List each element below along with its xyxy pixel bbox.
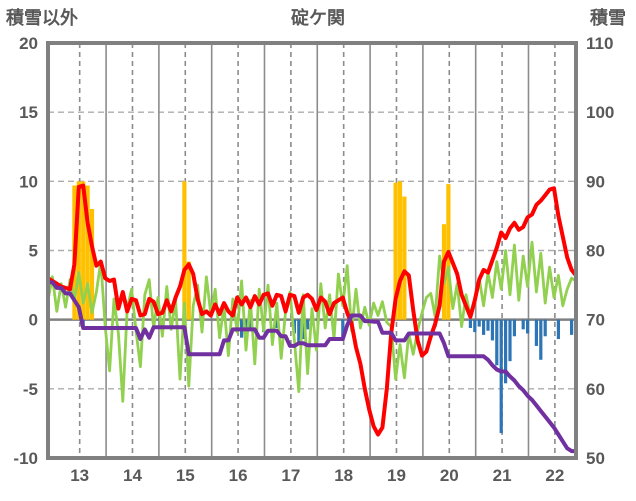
right-axis-tick: 80 [586, 242, 605, 261]
right-axis-tick: 90 [586, 172, 605, 191]
blue-bars-bar [297, 319, 301, 345]
left-axis-tick: 15 [19, 103, 38, 122]
blue-bars-bar [306, 319, 310, 330]
blue-bars-bar [521, 319, 525, 330]
right-axis-tick: 60 [586, 380, 605, 399]
blue-bars-bar [482, 319, 486, 335]
right-axis-tick: 70 [586, 311, 605, 330]
x-axis-tick: 20 [440, 466, 459, 485]
x-axis-tick: 15 [176, 466, 195, 485]
blue-bars-bar [341, 319, 345, 338]
orange-bars-bar [186, 261, 191, 320]
blue-bars-bar [499, 319, 503, 434]
blue-bars-series [81, 319, 574, 434]
left-axis-tick: 5 [29, 242, 38, 261]
orange-bars-bar [85, 185, 90, 320]
blue-bars-bar [504, 319, 508, 384]
chart-title: 碇ケ関 [291, 8, 345, 28]
blue-bars-bar [486, 319, 490, 331]
blue-bars-bar [570, 319, 574, 335]
orange-bars-bar [397, 181, 403, 320]
orange-bars-bar [393, 182, 398, 320]
purple-line [46, 280, 578, 454]
blue-bars-bar [248, 319, 252, 331]
blue-bars-bar [508, 319, 512, 362]
blue-bars-bar [556, 319, 560, 340]
right-axis-tick: 110 [586, 34, 613, 53]
blue-bars-bar [275, 319, 279, 328]
plot-frame [46, 41, 578, 460]
x-axis-tick: 14 [123, 466, 142, 485]
blue-bars-bar [468, 319, 472, 328]
blue-bars-bar [301, 319, 305, 340]
blue-bars-bar [477, 319, 481, 327]
right-axis-tick: 50 [586, 449, 605, 468]
orange-bars-bar [182, 181, 187, 320]
x-axis-tick: 21 [493, 466, 512, 485]
x-axis-tick: 19 [387, 466, 406, 485]
red-line [46, 183, 578, 437]
blue-bars-bar [526, 319, 530, 334]
blue-bars-bar [543, 319, 547, 337]
purple-line-series [46, 280, 578, 454]
blue-bars-bar [490, 319, 494, 341]
x-axis-tick: 13 [70, 466, 89, 485]
gridlines [48, 43, 576, 458]
orange-bars-bar [89, 209, 95, 320]
blue-bars-bar [473, 319, 477, 333]
left-axis-tick: -10 [13, 449, 38, 468]
blue-bars-bar [512, 319, 516, 337]
orange-bars-bar [76, 181, 81, 320]
orange-bars-bar [402, 196, 407, 320]
x-axis-tick: 18 [334, 466, 353, 485]
right-axis-title: 積雪 [590, 8, 626, 28]
blue-bars-bar [534, 319, 538, 346]
blue-bars-bar [539, 319, 543, 360]
red-line-series [46, 183, 578, 437]
right-axis-tick: 100 [586, 103, 614, 122]
left-axis-tick: 20 [19, 34, 38, 53]
orange-bars-bar [81, 181, 86, 320]
blue-bars-bar [495, 319, 499, 366]
x-axis-tick: 22 [545, 466, 564, 485]
left-axis-title: 積雪以外 [6, 8, 78, 28]
left-axis-tick: -5 [23, 380, 38, 399]
x-axis-tick: 17 [281, 466, 300, 485]
left-axis-tick: 0 [29, 311, 38, 330]
x-axis-tick: 16 [229, 466, 248, 485]
left-axis-tick: 10 [19, 172, 38, 191]
